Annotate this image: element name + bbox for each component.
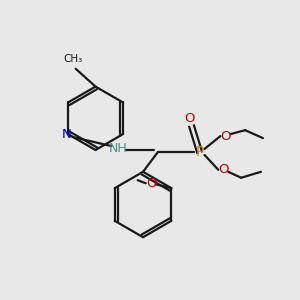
Text: O: O (184, 112, 195, 125)
Text: N: N (62, 128, 72, 141)
Text: O: O (218, 163, 229, 176)
Text: O: O (146, 177, 157, 190)
Text: O: O (220, 130, 230, 142)
Text: CH₃: CH₃ (63, 54, 82, 64)
Text: P: P (195, 145, 204, 159)
Text: NH: NH (109, 142, 128, 154)
